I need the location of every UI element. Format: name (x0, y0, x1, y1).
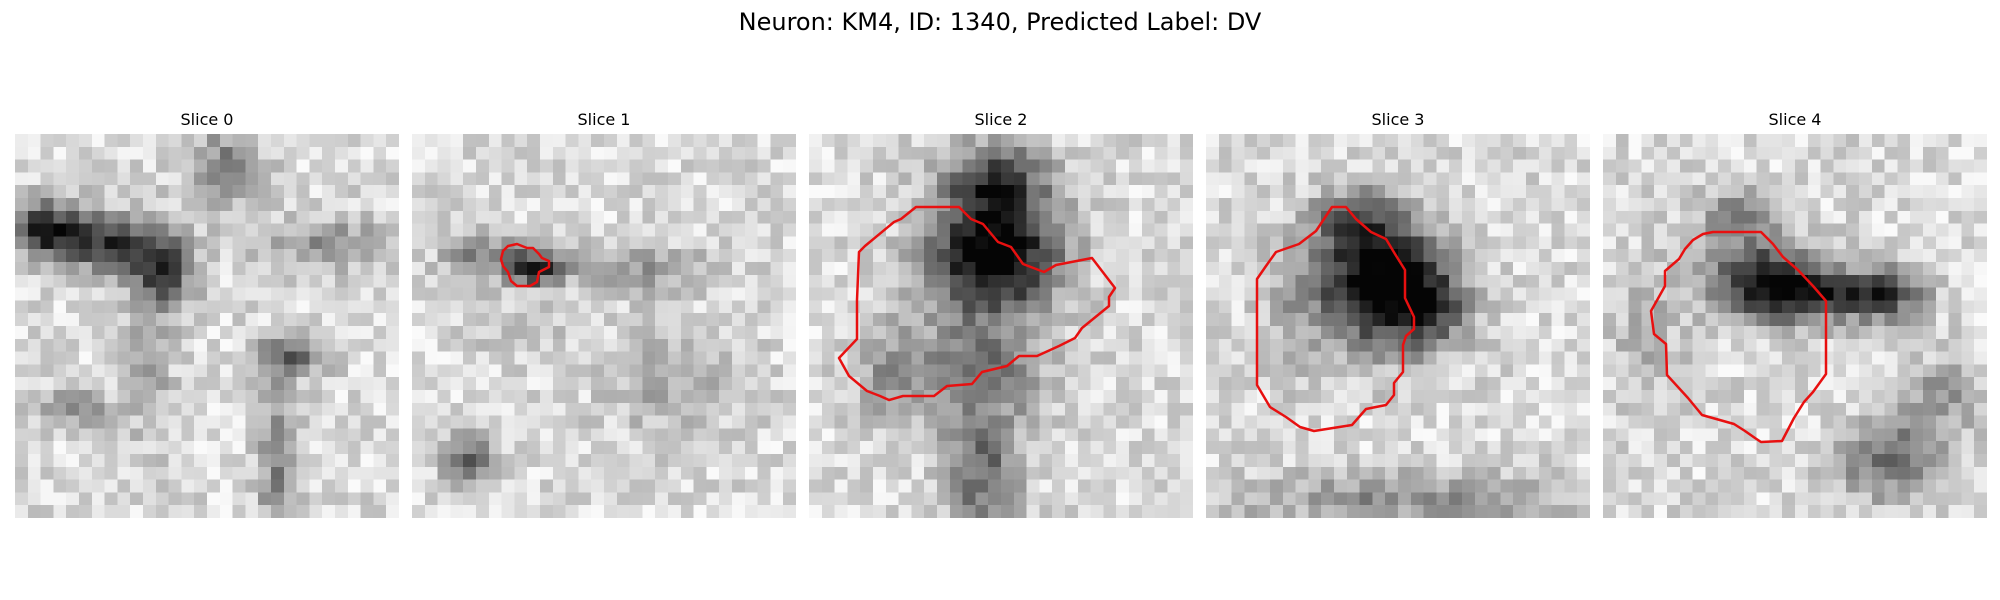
slice-title: Slice 0 (180, 110, 234, 129)
grayscale-pixel-grid (1603, 134, 1987, 518)
figure-title: Neuron: KM4, ID: 1340, Predicted Label: … (738, 8, 1262, 36)
slice-panel-4: Slice 4 (1603, 108, 1987, 518)
slice-panel-1: Slice 1 (412, 108, 796, 518)
segmentation-contour (499, 242, 551, 288)
grayscale-pixel-grid (809, 134, 1193, 518)
segmentation-contour (1649, 230, 1828, 444)
grayscale-pixel-grid (412, 134, 796, 518)
slice-panel-2: Slice 2 (809, 108, 1193, 518)
slice-title: Slice 3 (1371, 110, 1425, 129)
slice-image (809, 134, 1193, 518)
grayscale-pixel-grid (1206, 134, 1590, 518)
slice-image (15, 134, 399, 518)
slice-image (412, 134, 796, 518)
grayscale-pixel-grid (15, 134, 399, 518)
slice-panel-3: Slice 3 (1206, 108, 1590, 518)
slice-image (1206, 134, 1590, 518)
segmentation-contour-overlay (1255, 205, 1416, 433)
slice-title: Slice 1 (577, 110, 631, 129)
segmentation-contour (837, 205, 1117, 402)
slice-panel-0: Slice 0 (15, 108, 399, 518)
segmentation-contour (1255, 205, 1416, 433)
slice-title: Slice 4 (1768, 110, 1822, 129)
segmentation-contour-overlay (1649, 230, 1828, 444)
slice-image (1603, 134, 1987, 518)
segmentation-contour-overlay (499, 242, 551, 288)
segmentation-contour-overlay (837, 205, 1117, 402)
slice-title: Slice 2 (974, 110, 1028, 129)
